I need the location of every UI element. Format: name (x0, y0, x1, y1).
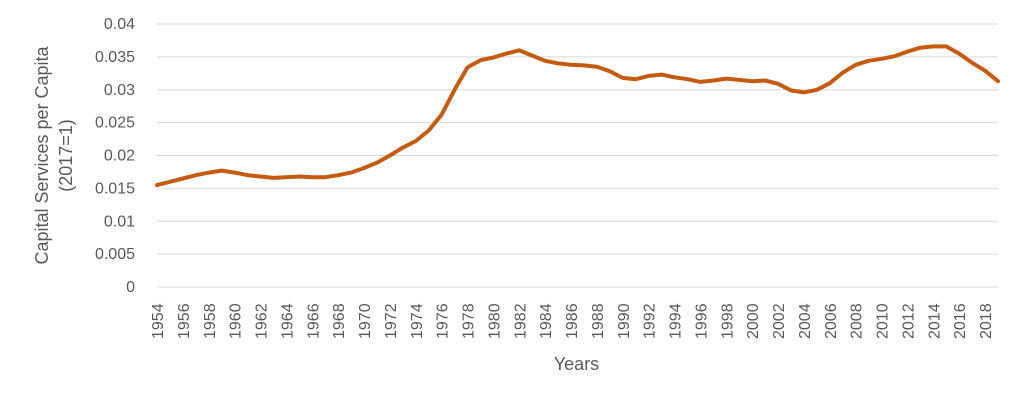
x-tick-label: 1970 (357, 303, 374, 339)
y-tick-label: 0.005 (95, 246, 135, 263)
x-tick-label: 2016 (952, 303, 969, 339)
y-tick-label: 0.035 (95, 49, 135, 66)
x-tick-label: 1972 (383, 303, 400, 339)
x-tick-label: 1954 (150, 303, 167, 339)
x-tick-label: 1994 (668, 303, 685, 339)
y-tick-label: 0.04 (104, 16, 135, 33)
x-tick-label: 2014 (926, 303, 943, 339)
x-tick-label: 1990 (616, 303, 633, 339)
y-axis-title-line-1: Capital Services per Capita (32, 45, 52, 264)
x-tick-label: 1966 (305, 303, 322, 339)
x-tick-label: 1976 (435, 303, 452, 339)
y-tick-label: 0.015 (95, 180, 135, 197)
x-tick-label: 1998 (719, 303, 736, 339)
x-tick-label: 1984 (538, 303, 555, 339)
y-tick-label: 0.02 (104, 148, 135, 165)
x-tick-label: 1992 (642, 303, 659, 339)
y-axis-ticks: 0 0.005 0.01 0.015 0.02 0.025 0.03 0.035 0.04 (95, 16, 135, 296)
y-tick-label: 0 (126, 279, 135, 296)
x-tick-label: 1986 (564, 303, 581, 339)
y-tick-label: 0.025 (95, 115, 135, 132)
x-tick-label: 1956 (176, 303, 193, 339)
x-tick-label: 2018 (978, 303, 995, 339)
x-axis-ticks: 1954 1956 1958 1960 1962 1964 1966 1968 1970 1972… (150, 303, 995, 339)
x-tick-label: 1964 (279, 303, 296, 339)
gridlines (157, 23, 998, 288)
x-axis-title: Years (554, 354, 599, 374)
x-tick-label: 1962 (254, 303, 271, 339)
x-tick-label: 1974 (409, 303, 426, 339)
series-layer (155, 44, 1000, 188)
x-tick-label: 1980 (486, 303, 503, 339)
x-tick-label: 1982 (512, 303, 529, 339)
x-tick-label: 1958 (202, 303, 219, 339)
y-axis-title: Capital Services per Capita (2017=1) (32, 45, 76, 264)
series-line (155, 44, 1000, 188)
x-tick-label: 2012 (900, 303, 917, 339)
x-tick-label: 2004 (797, 303, 814, 339)
y-axis-title-line-2: (2017=1) (56, 119, 76, 192)
x-tick-label: 2006 (823, 303, 840, 339)
x-tick-label: 2010 (875, 303, 892, 339)
x-tick-label: 1996 (693, 303, 710, 339)
y-tick-label: 0.01 (104, 213, 135, 230)
y-tick-label: 0.03 (104, 82, 135, 99)
x-tick-label: 2000 (745, 303, 762, 339)
x-tick-label: 1988 (590, 303, 607, 339)
x-tick-label: 2008 (849, 303, 866, 339)
x-tick-label: 1968 (331, 303, 348, 339)
x-tick-label: 1978 (461, 303, 478, 339)
x-tick-label: 1960 (228, 303, 245, 339)
x-tick-label: 2002 (771, 303, 788, 339)
